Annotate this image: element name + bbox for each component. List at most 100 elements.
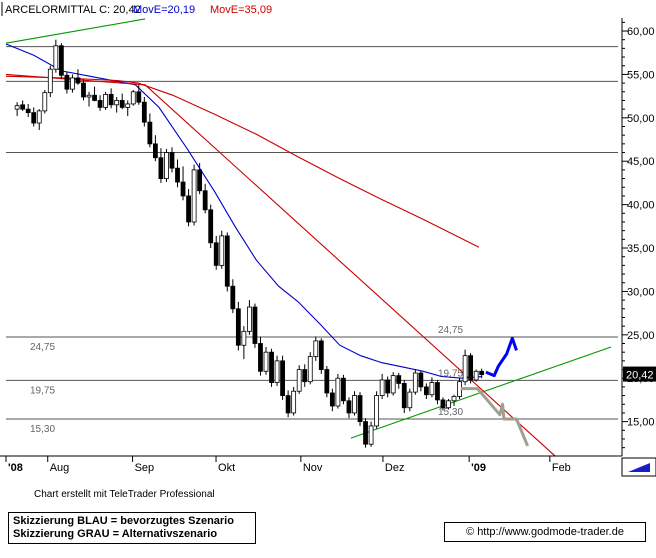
last-price-label: 20,42 (626, 370, 654, 382)
candle-body (440, 399, 446, 409)
candle-body (235, 308, 241, 346)
candle-body (97, 100, 103, 108)
candlesticks (14, 39, 485, 448)
candle-body (462, 355, 468, 383)
candle-body (357, 395, 363, 423)
candle-body (468, 355, 474, 381)
ma-short-label: MovE=20,19 (133, 4, 195, 16)
candle-body (75, 77, 81, 84)
candle-body (313, 340, 319, 357)
candle-body (252, 306, 258, 344)
x-tick-label: Aug (50, 462, 70, 474)
candle-body (103, 93, 109, 108)
candle-body (368, 425, 374, 445)
candle-body (269, 351, 274, 383)
candle-body (241, 330, 247, 346)
candle-body (479, 370, 485, 375)
scenario-line-1 (460, 387, 529, 447)
website-link[interactable]: © http://www.godmode-trader.de (444, 522, 646, 542)
candle-body (197, 169, 203, 192)
scale-button[interactable] (621, 457, 656, 477)
candle-body (335, 377, 341, 407)
instrument-label: ARCELORMITTAL C: 20,42 (5, 4, 141, 16)
candle-body (191, 169, 197, 223)
y-tick-label: 35,00 (627, 243, 655, 255)
y-tick-label: 60,00 (627, 26, 655, 38)
last-price-box (623, 366, 656, 382)
chart-header: ARCELORMITTAL C: 20,42 MovE=20,19 MovE=3… (1, 2, 272, 16)
candle-body (92, 94, 97, 101)
candle-body (58, 45, 64, 76)
candle-body (70, 77, 75, 90)
candle-body (42, 92, 48, 112)
candle-body (152, 143, 158, 159)
y-tick-label: 40,00 (627, 200, 655, 212)
legend-line-gray: Skizzierung GRAU = Alternativszenario (13, 528, 218, 540)
candle-body (318, 340, 324, 370)
candle-body (136, 91, 142, 103)
level-label-left: 24,75 (30, 342, 55, 353)
x-axis: '08 Aug Sep Okt Nov Dez '09 Feb (0, 455, 622, 477)
candle-body (224, 235, 230, 287)
candle-body (258, 343, 263, 372)
candle-body (186, 195, 191, 223)
candle-body (435, 382, 440, 401)
candle-body (379, 379, 385, 396)
ma-long-label: MovE=35,09 (210, 4, 272, 16)
scale-icon[interactable] (628, 463, 650, 472)
y-axis: 15,0020,0025,0030,0035,0040,0045,0050,00… (621, 18, 656, 456)
candle-body (114, 100, 120, 106)
candle-body (418, 372, 424, 388)
plot-background (0, 0, 656, 485)
y-tick-label: 25,00 (627, 330, 655, 342)
level-label-left: 19,75 (30, 385, 55, 396)
candle-body (119, 100, 125, 108)
x-axis-band (0, 457, 622, 477)
x-tick-label: Sep (135, 462, 155, 474)
candle-body (230, 285, 236, 310)
candle-body (141, 101, 147, 123)
candle-body (363, 421, 368, 445)
x-tick-label: '09 (471, 462, 486, 474)
candle-body (390, 375, 396, 394)
candle-body (291, 390, 297, 414)
candle-body (423, 386, 429, 396)
candle-body (14, 105, 20, 110)
candle-body (396, 375, 402, 384)
series-line-2 (5, 18, 146, 44)
y-tick-label: 50,00 (627, 113, 655, 125)
y-tick-label: 15,00 (627, 417, 655, 429)
candle-body (130, 91, 136, 105)
candle-body (25, 108, 31, 114)
candle-body (446, 400, 451, 409)
candle-body (164, 152, 169, 179)
candle-body (180, 181, 186, 197)
level-label-right: 19,75 (438, 368, 463, 379)
candle-body (169, 152, 175, 169)
axis-corner (621, 457, 656, 477)
x-tick-label: Feb (552, 462, 571, 474)
candle-body (307, 356, 313, 383)
candle-body (202, 190, 208, 211)
candle-body (296, 369, 302, 392)
candle-body (125, 103, 131, 108)
candle-body (208, 209, 214, 244)
candle-body (324, 369, 330, 394)
candle-body (219, 235, 225, 266)
x-tick-label: Okt (218, 462, 235, 474)
candle-body (263, 351, 269, 372)
candle-body (36, 110, 42, 124)
candle-body (285, 395, 291, 414)
candle-body (280, 360, 285, 396)
candle-body (346, 400, 352, 414)
candle-body (20, 104, 26, 110)
candle-body (412, 372, 418, 393)
candle-body (385, 379, 391, 394)
level-label-left: 15,30 (30, 424, 55, 435)
series-line-0 (5, 43, 482, 379)
candle-body (31, 112, 37, 124)
level-label-right: 15,30 (438, 407, 463, 418)
candle-body (86, 94, 92, 98)
level-label-right: 24,75 (438, 325, 463, 336)
